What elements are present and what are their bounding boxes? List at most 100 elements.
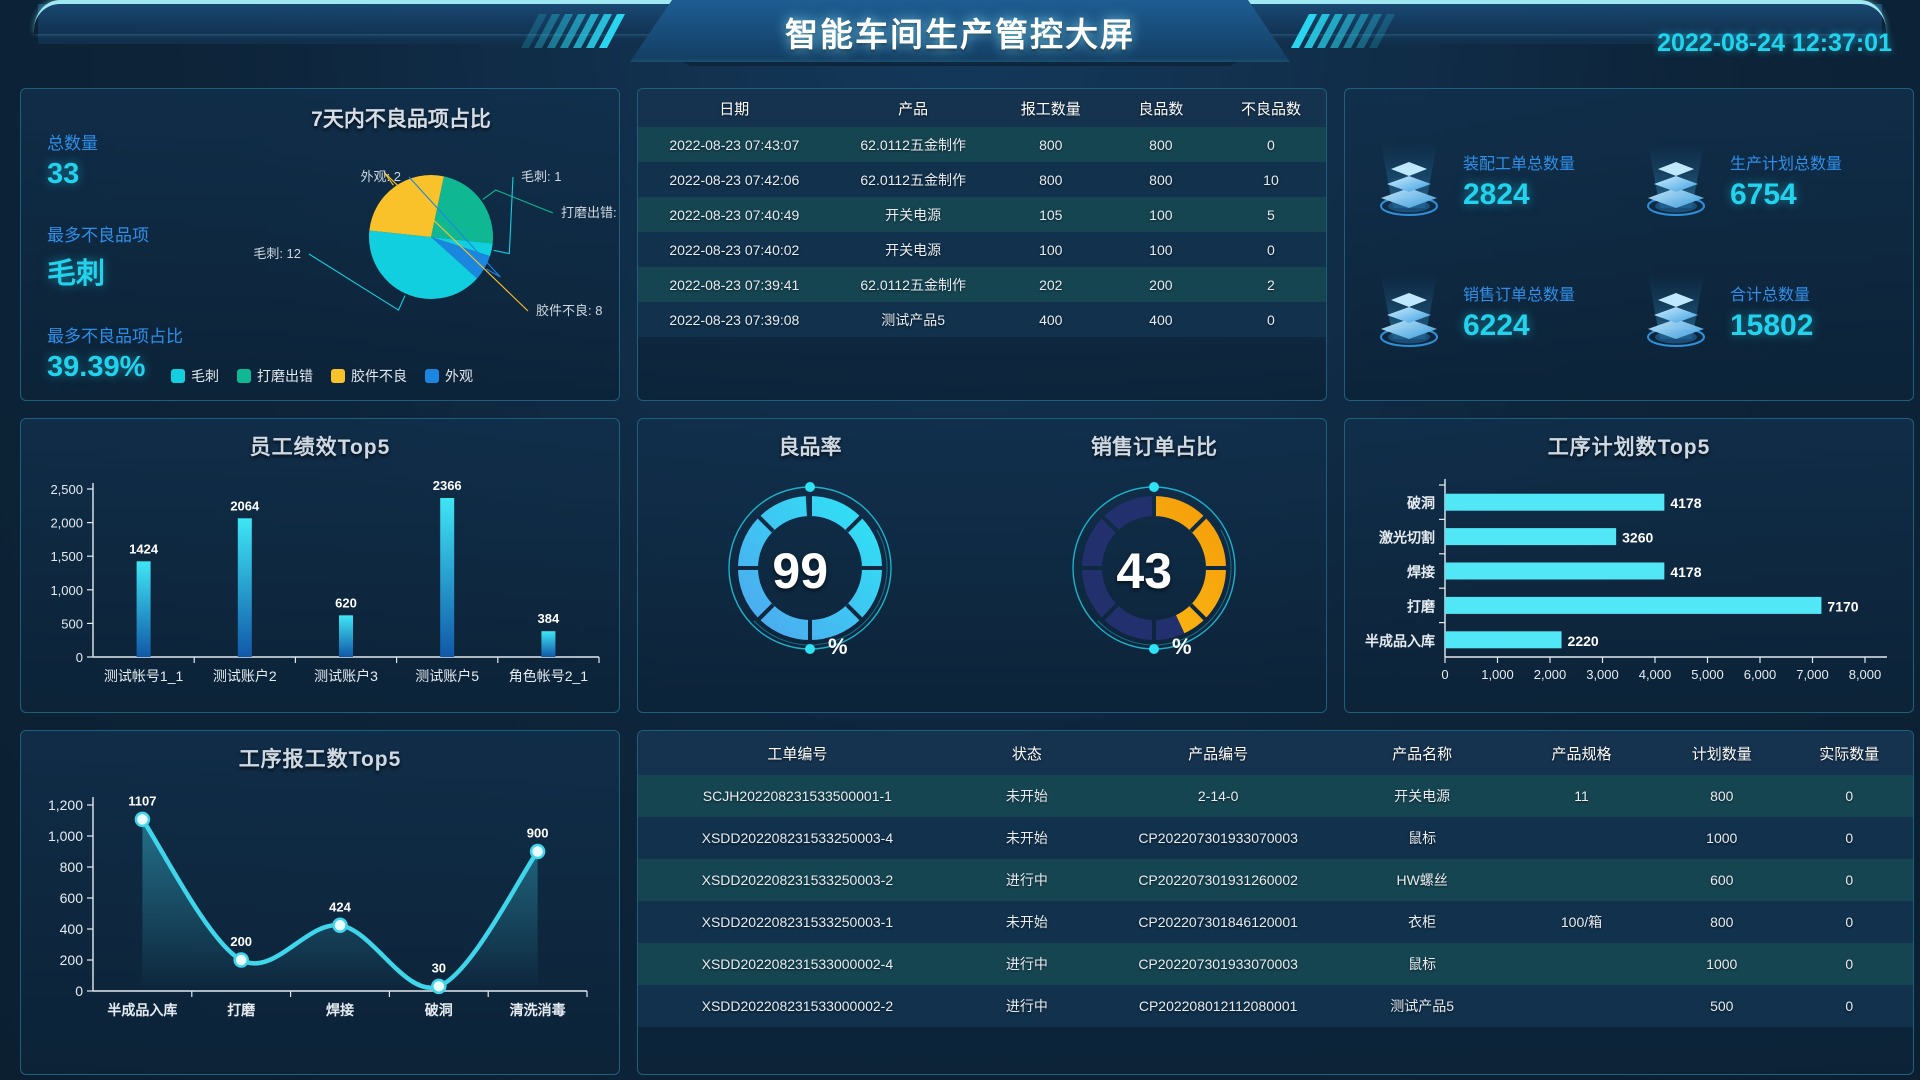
y-category-label: 破洞 [1407, 495, 1435, 511]
order-table-cell: 600 [1710, 872, 1734, 888]
pie-legend-item[interactable]: 胶件不良 [331, 366, 407, 386]
order-table-cell: CP202207301933070003 [1138, 956, 1298, 972]
gauge-value: 99 [772, 542, 829, 599]
report-table-header-cell: 良品数 [1105, 89, 1216, 127]
gauge-title: 销售订单占比 [1091, 436, 1217, 459]
order-table-cell: 100/箱 [1560, 914, 1603, 930]
x-tick-label: 7,000 [1796, 667, 1829, 682]
pie-slice-label: 胶件不良: 8 [536, 303, 602, 318]
kpi-card[interactable]: 装配工单总数量 2824 [1363, 119, 1628, 244]
bar-value-label: 2366 [433, 478, 462, 493]
x-tick-label: 0 [1441, 667, 1448, 682]
table-row[interactable]: XSDD202208231533250003-1 未开始 CP20220730184… [638, 901, 1913, 943]
kpi-card[interactable]: 销售订单总数量 6224 [1363, 250, 1628, 375]
x-tick-label: 8,000 [1849, 667, 1882, 682]
order-table: 工单编号 状态 产品编号 产品名称 产品规格 计划数量 实际数量 SCJH202208231… [638, 731, 1913, 1027]
y-tick-label: 400 [60, 921, 84, 937]
table-row[interactable]: 2022-08-23 07:40:49 开关电源 105 100 5 [638, 197, 1326, 232]
report-table-cell: 0 [1267, 311, 1275, 328]
order-table-header-cell: 工单编号 [638, 731, 957, 775]
table-row[interactable]: 2022-08-23 07:40:02 开关电源 100 100 0 [638, 232, 1326, 267]
order-table-cell: 鼠标 [1408, 956, 1437, 972]
gauge-ring[interactable]: 99% [715, 473, 905, 668]
pie-leader-lines [308, 171, 554, 312]
employee-performance-title: 员工绩效Top5 [249, 436, 391, 459]
gauges-panel: 良品率 99% 销售订单占比 43% [637, 418, 1327, 713]
order-table-cell: 0 [1845, 788, 1854, 804]
process-report-panel: 工序报工数Top5 0 200 400 600 800 1,000 1,200 1107 半成品… [20, 730, 620, 1075]
order-table-cell: XSDD202208231533000002-4 [701, 956, 894, 972]
table-row[interactable]: SCJH20220823153350­0001-1 未开始 2-14-0 开关电源 11… [638, 775, 1913, 817]
report-table-cell: 5 [1267, 206, 1275, 223]
report-table-body: 2022-08-23 07:43:07 62.0112五金制作 800 800 0 202… [638, 127, 1326, 337]
x-tick-label: 1,000 [1481, 667, 1514, 682]
x-category-label: 焊接 [326, 1002, 354, 1018]
area-fill [142, 819, 538, 991]
order-table-cell: 0 [1845, 914, 1854, 930]
y-tick-label: 2,000 [50, 516, 83, 531]
x-tick-label: 2,000 [1534, 667, 1567, 682]
x-category-label: 半成品入库 [107, 1002, 177, 1018]
order-table-cell: XSDD202208231533250003-2 [701, 872, 894, 888]
kpi-card-text: 合计总数量 15802 [1730, 281, 1813, 343]
y-tick-label: 1,000 [50, 583, 83, 598]
pie-legend-item[interactable]: 打磨出错 [237, 366, 313, 386]
kpi-card-label: 销售订单总数量 [1463, 286, 1576, 304]
report-table-cell: 800 [1149, 171, 1173, 188]
kpi-card-text: 装配工单总数量 2824 [1463, 150, 1575, 212]
gauge-value: 43 [1116, 542, 1173, 599]
pie-slice [369, 230, 478, 299]
order-table-cell [1505, 943, 1658, 985]
report-table-cell: 2022-08-23 07:39:08 [669, 311, 800, 328]
table-row[interactable]: XSDD202208231533250003-4 未开始 CP20220730193… [638, 817, 1913, 859]
order-table-header-cell: 产品规格 [1505, 731, 1658, 775]
bar-value-label: 620 [335, 595, 357, 610]
table-row[interactable]: 2022-08-23 07:39:08 测试产品5 400 400 0 [638, 302, 1326, 337]
report-table-cell: 2022-08-23 07:40:49 [669, 206, 800, 223]
order-table-cell: HW螺丝 [1396, 872, 1448, 888]
report-table-cell: 开关电源 [885, 241, 942, 258]
data-point [134, 811, 151, 828]
pie-legend-item[interactable]: 毛刺 [171, 366, 219, 386]
report-table-cell: 测试产品5 [881, 311, 946, 328]
bar-value-label: 2064 [230, 498, 260, 513]
table-row[interactable]: 2022-08-23 07:43:07 62.0112五金制作 800 800 0 [638, 127, 1326, 162]
pie-legend-item[interactable]: 外观 [425, 366, 473, 386]
table-row[interactable]: XSDD202208231533250003-2 进行中 CP20220730193… [638, 859, 1913, 901]
bar [136, 561, 151, 657]
pie-leader-line [308, 253, 406, 311]
order-table-cell: 800 [1710, 788, 1734, 804]
page-title: 智能车间生产管控大屏 [785, 16, 1135, 53]
pie-legend-swatch [331, 369, 345, 383]
data-point [529, 843, 546, 860]
x-category-label: 测试帐号1_1 [104, 668, 184, 684]
order-table-cell: 2-14-0 [1197, 788, 1239, 804]
gauge-ring[interactable]: 43% [1059, 473, 1249, 668]
order-table-cell: 鼠标 [1408, 830, 1437, 846]
hbar-value-label: 4178 [1670, 564, 1701, 580]
hbar [1445, 631, 1562, 649]
y-category-label: 半成品入库 [1365, 633, 1435, 649]
order-table-cell: XSDD202208231533250003-4 [701, 830, 894, 846]
table-row[interactable]: XSDD202208231533000002-4 进行中 CP20220730193… [638, 943, 1913, 985]
report-table-cell: 开关电源 [885, 206, 942, 223]
table-row[interactable]: 2022-08-23 07:42:06 62.0112五金制作 800 800 10 [638, 162, 1326, 197]
report-table-cell: 2022-08-23 07:39:41 [669, 276, 800, 293]
pie-slice [369, 174, 444, 237]
table-row[interactable]: 2022-08-23 07:39:41 62.0112五金制作 202 200 2 [638, 267, 1326, 302]
report-table-cell: 100 [1039, 241, 1063, 258]
stacked-layers-icon [1363, 267, 1455, 357]
order-table-cell: 未开始 [1005, 788, 1048, 804]
gauge-title: 良品率 [778, 436, 842, 459]
kpi-card[interactable]: 合计总数量 15802 [1630, 250, 1895, 375]
report-table-cell: 10 [1263, 171, 1279, 188]
kpi-card-label: 生产计划总数量 [1730, 156, 1843, 174]
table-row[interactable]: XSDD202208231533000002-2 进行中 CP20220801211… [638, 985, 1913, 1027]
process-plan-panel: 工序计划数Top5 0 1,000 2,000 3,000 4,000 5,000 6,00… [1344, 418, 1914, 713]
kpi-card[interactable]: 生产计划总数量 6754 [1630, 119, 1895, 244]
report-table-cell: 100 [1149, 241, 1173, 258]
order-table-header-cell: 计划数量 [1658, 731, 1786, 775]
data-point [233, 952, 249, 968]
order-table-header-row: 工单编号 状态 产品编号 产品名称 产品规格 计划数量 实际数量 [638, 731, 1913, 775]
order-table-cell: CP202207301931260002 [1138, 872, 1298, 888]
